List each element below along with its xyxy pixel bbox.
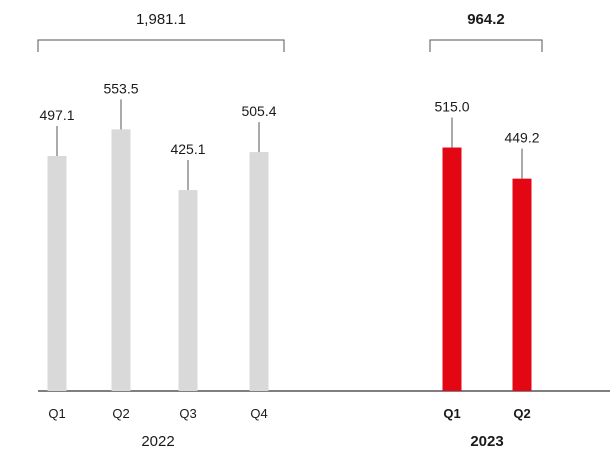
group-2023-bar-q1-value-label: 515.0 (434, 99, 469, 115)
group-2022-category-label-q3: Q3 (179, 406, 196, 421)
group-2022-bar-q3-value-label: 425.1 (170, 141, 205, 157)
group-2023-category-label-q2: Q2 (513, 406, 530, 421)
group-2022-bar-q1-value-label: 497.1 (39, 107, 74, 123)
group-2023-bar-q1 (442, 147, 462, 391)
group-2023-total-bracket (429, 39, 543, 52)
group-2022-bar-q1 (47, 156, 67, 391)
group-2023-bar-q2 (512, 178, 532, 391)
group-2022-bar-q3 (178, 190, 198, 391)
group-2022-bar-q2-value-label: 553.5 (103, 80, 138, 96)
group-2022-category-label-q1: Q1 (48, 406, 65, 421)
group-2022-category-label-q2: Q2 (112, 406, 129, 421)
group-2023-category-label-q1: Q1 (443, 406, 460, 421)
group-2023-bar-q2-value-label: 449.2 (504, 130, 539, 146)
group-2023-total-label: 964.2 (467, 11, 505, 28)
group-2022-year-label: 2022 (141, 433, 174, 450)
group-2022-bar-q2 (111, 129, 131, 392)
group-2022-category-label-q4: Q4 (250, 406, 267, 421)
group-2022-total-bracket (37, 39, 285, 52)
group-2022-total-label: 1,981.1 (136, 11, 186, 28)
group-2023-year-label: 2023 (470, 433, 503, 450)
group-2022-bar-q4 (249, 152, 269, 391)
group-2022-bar-q4-value-label: 505.4 (241, 103, 276, 119)
